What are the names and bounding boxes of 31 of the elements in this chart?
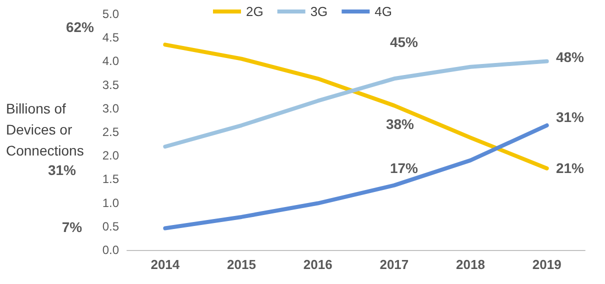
- x-tick-label: 2019: [532, 257, 562, 272]
- y-tick-label: 4.5: [102, 30, 120, 45]
- legend-label: 4G: [374, 4, 392, 19]
- y-tick-label: 0.5: [102, 219, 120, 234]
- annotation: 45%: [390, 34, 419, 50]
- x-tick-label: 2014: [150, 257, 180, 272]
- y-axis-title: Billions of Devices or Connections: [6, 100, 84, 158]
- text: 31%: [48, 162, 77, 178]
- y-tick-label: 3.5: [102, 78, 120, 92]
- x-tick-label: 2017: [380, 257, 409, 272]
- x-tick-label: 2016: [303, 257, 332, 272]
- y-tick-label: 0.0: [102, 243, 120, 257]
- x-tick-label: 2018: [456, 257, 485, 272]
- y-tick-label: 2.0: [102, 148, 120, 163]
- text: 62%: [66, 19, 95, 35]
- line-series: [163, 59, 549, 149]
- y-tick-label: 5.0: [102, 7, 120, 21]
- x-tick-label: 2015: [227, 257, 256, 272]
- legend-label: 3G: [310, 4, 328, 19]
- legend-label: 2G: [246, 4, 264, 19]
- annotation: 21%: [556, 160, 585, 176]
- annotation: 38%: [386, 116, 415, 132]
- y-tick-label: 2.5: [102, 125, 120, 139]
- y-tick-label: 1.5: [102, 172, 120, 186]
- text: 7%: [62, 219, 83, 235]
- annotation: 17%: [390, 160, 419, 176]
- annotation: 31%: [556, 109, 585, 125]
- y-tick-label: 3.0: [102, 101, 120, 116]
- annotation: 48%: [556, 49, 585, 65]
- y-tick-label: 1.0: [102, 196, 120, 210]
- y-tick-label: 4.0: [102, 54, 120, 68]
